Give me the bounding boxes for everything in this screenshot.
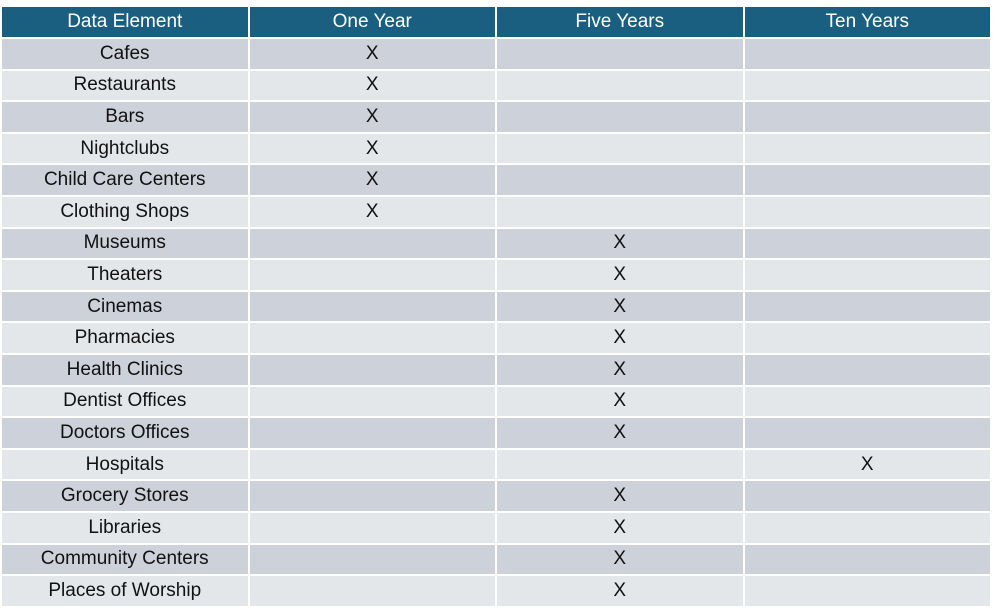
mark-cell bbox=[249, 449, 495, 480]
table-row: Places of Worship X bbox=[2, 576, 990, 606]
column-header: Ten Years bbox=[744, 7, 990, 37]
table-row: Dentist Offices X bbox=[2, 386, 990, 417]
data-element-cell: Cafes bbox=[2, 39, 248, 69]
data-element-cell: Pharmacies bbox=[2, 323, 248, 353]
mark-cell bbox=[249, 481, 495, 511]
mark-cell: X bbox=[249, 165, 495, 195]
mark-cell bbox=[249, 291, 495, 322]
mark-cell bbox=[249, 576, 495, 606]
mark-cell: X bbox=[249, 39, 495, 69]
table-row: Clothing Shops X bbox=[2, 196, 990, 227]
mark-cell: X bbox=[497, 481, 743, 511]
data-element-cell: Places of Worship bbox=[2, 576, 248, 606]
mark-cell bbox=[249, 386, 495, 417]
mark-cell bbox=[249, 544, 495, 575]
mark-cell bbox=[497, 133, 743, 164]
table-row: Restaurants X bbox=[2, 70, 990, 101]
table-row: Hospitals X bbox=[2, 449, 990, 480]
mark-cell: X bbox=[497, 544, 743, 575]
data-element-cell: Clothing Shops bbox=[2, 196, 248, 227]
header-row: Data Element One Year Five Years Ten Years bbox=[2, 7, 990, 37]
table-row: Nightclubs X bbox=[2, 133, 990, 164]
mark-cell bbox=[744, 70, 990, 101]
data-element-cell: Nightclubs bbox=[2, 133, 248, 164]
table-row: Museums X bbox=[2, 228, 990, 259]
mark-cell bbox=[744, 260, 990, 290]
mark-cell bbox=[497, 102, 743, 132]
table-row: Child Care Centers X bbox=[2, 165, 990, 195]
data-element-cell: Hospitals bbox=[2, 449, 248, 480]
table-row: Cinemas X bbox=[2, 291, 990, 322]
mark-cell bbox=[249, 418, 495, 448]
data-element-cell: Bars bbox=[2, 102, 248, 132]
table-row: Health Clinics X bbox=[2, 354, 990, 385]
mark-cell bbox=[744, 418, 990, 448]
mark-cell: X bbox=[249, 133, 495, 164]
mark-cell: X bbox=[497, 323, 743, 353]
mark-cell bbox=[744, 544, 990, 575]
mark-cell bbox=[249, 354, 495, 385]
mark-cell bbox=[744, 196, 990, 227]
table-row: Theaters X bbox=[2, 260, 990, 290]
mark-cell bbox=[744, 39, 990, 69]
mark-cell bbox=[249, 260, 495, 290]
mark-cell bbox=[249, 323, 495, 353]
data-element-cell: Dentist Offices bbox=[2, 386, 248, 417]
mark-cell: X bbox=[497, 386, 743, 417]
data-element-cell: Health Clinics bbox=[2, 354, 248, 385]
table-row: Doctors Offices X bbox=[2, 418, 990, 448]
mark-cell bbox=[744, 291, 990, 322]
mark-cell bbox=[744, 102, 990, 132]
data-element-cell: Libraries bbox=[2, 512, 248, 543]
mark-cell bbox=[249, 228, 495, 259]
mark-cell bbox=[497, 165, 743, 195]
data-element-cell: Grocery Stores bbox=[2, 481, 248, 511]
mark-cell: X bbox=[497, 260, 743, 290]
table-row: Community Centers X bbox=[2, 544, 990, 575]
mark-cell: X bbox=[497, 576, 743, 606]
mark-cell bbox=[744, 323, 990, 353]
data-element-cell: Theaters bbox=[2, 260, 248, 290]
mark-cell: X bbox=[249, 70, 495, 101]
mark-cell: X bbox=[497, 418, 743, 448]
mark-cell bbox=[744, 576, 990, 606]
table-row: Grocery Stores X bbox=[2, 481, 990, 511]
table-row: Cafes X bbox=[2, 39, 990, 69]
table-row: Pharmacies X bbox=[2, 323, 990, 353]
column-header: One Year bbox=[249, 7, 495, 37]
data-element-cell: Doctors Offices bbox=[2, 418, 248, 448]
mark-cell: X bbox=[497, 354, 743, 385]
mark-cell bbox=[744, 228, 990, 259]
mark-cell: X bbox=[497, 228, 743, 259]
data-element-cell: Cinemas bbox=[2, 291, 248, 322]
mark-cell: X bbox=[497, 512, 743, 543]
mark-cell: X bbox=[744, 449, 990, 480]
mark-cell bbox=[744, 386, 990, 417]
mark-cell bbox=[497, 70, 743, 101]
column-header: Five Years bbox=[497, 7, 743, 37]
table-row: Libraries X bbox=[2, 512, 990, 543]
data-element-cell: Community Centers bbox=[2, 544, 248, 575]
mark-cell: X bbox=[249, 102, 495, 132]
table-row: Bars X bbox=[2, 102, 990, 132]
mark-cell bbox=[497, 39, 743, 69]
mark-cell bbox=[744, 165, 990, 195]
mark-cell bbox=[497, 196, 743, 227]
mark-cell bbox=[249, 512, 495, 543]
mark-cell: X bbox=[497, 291, 743, 322]
mark-cell bbox=[497, 449, 743, 480]
data-element-cell: Child Care Centers bbox=[2, 165, 248, 195]
mark-cell bbox=[744, 512, 990, 543]
mark-cell: X bbox=[249, 196, 495, 227]
mark-cell bbox=[744, 133, 990, 164]
mark-cell bbox=[744, 354, 990, 385]
data-element-cell: Museums bbox=[2, 228, 248, 259]
mark-cell bbox=[744, 481, 990, 511]
data-element-cell: Restaurants bbox=[2, 70, 248, 101]
column-header: Data Element bbox=[2, 7, 248, 37]
data-retention-table: Data Element One Year Five Years Ten Years … bbox=[0, 5, 992, 608]
